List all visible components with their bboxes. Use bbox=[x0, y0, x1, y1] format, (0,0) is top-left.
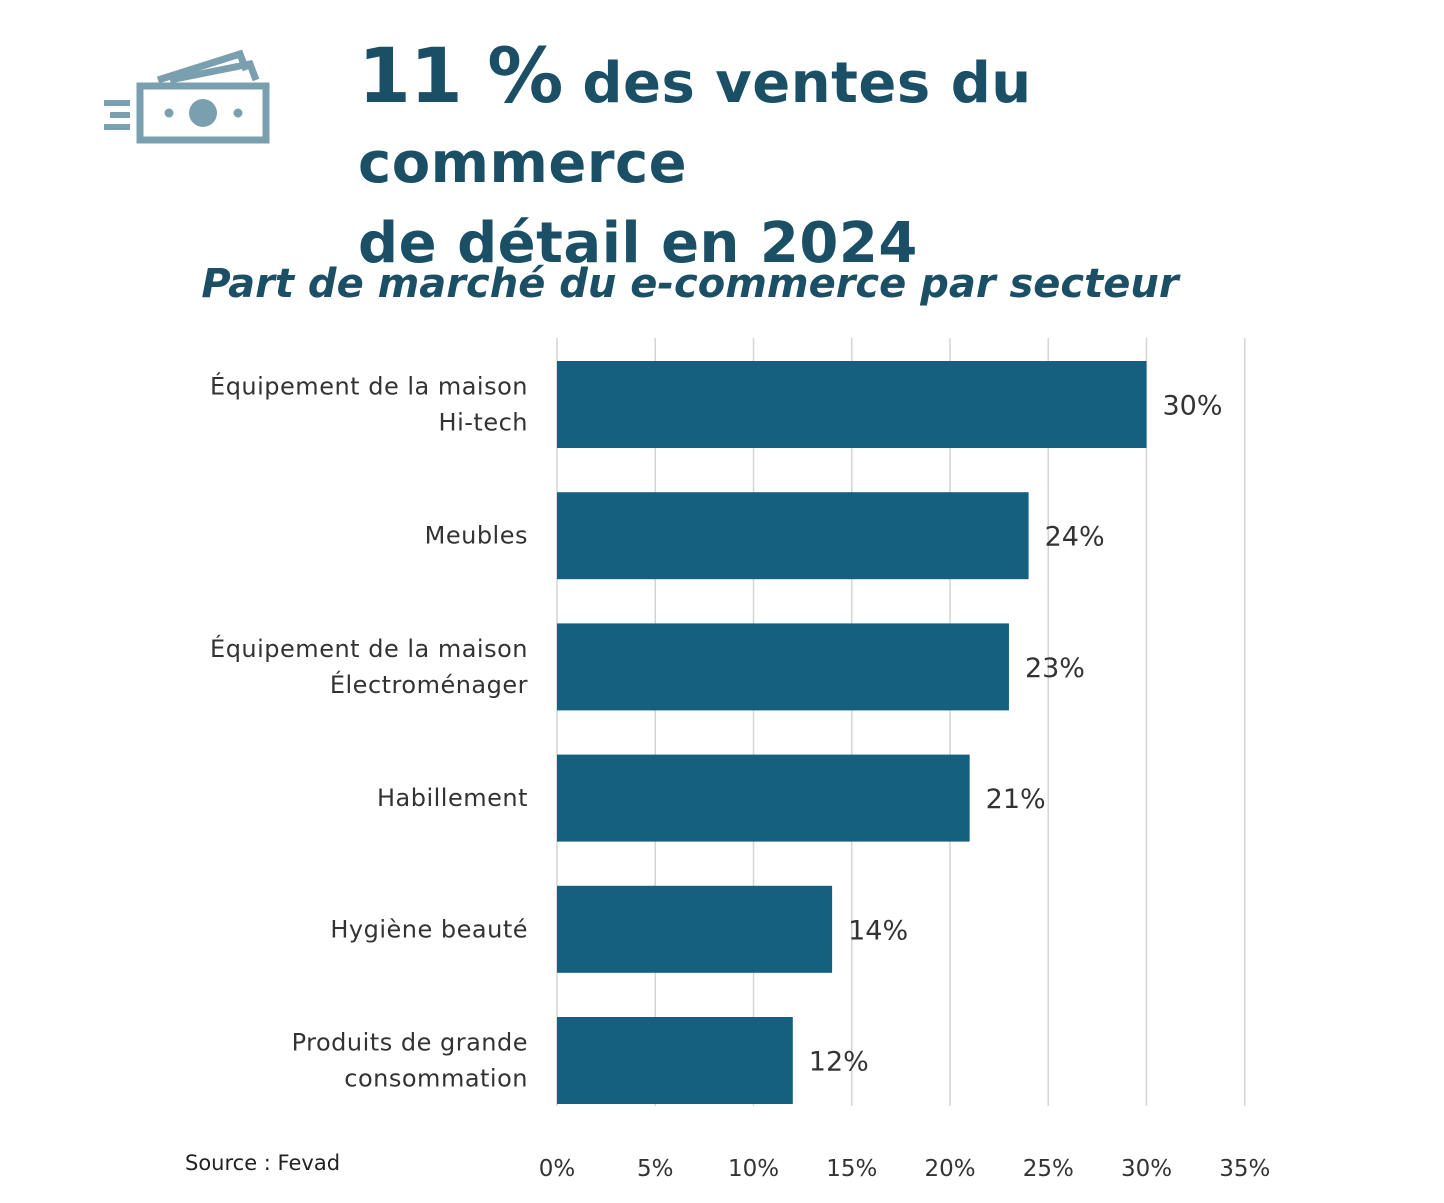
data-label: 24% bbox=[1045, 522, 1105, 553]
x-tick-label: 0% bbox=[539, 1156, 576, 1182]
data-label: 14% bbox=[848, 915, 908, 946]
category-label: consommation bbox=[344, 1065, 528, 1093]
x-tick-label: 25% bbox=[1023, 1156, 1074, 1182]
category-label: Produits de grande bbox=[292, 1029, 528, 1057]
category-label: Électroménager bbox=[330, 670, 528, 699]
x-tick-label: 30% bbox=[1121, 1156, 1172, 1182]
bar bbox=[557, 1017, 793, 1104]
bar bbox=[557, 754, 970, 842]
x-tick-label: 20% bbox=[924, 1156, 975, 1182]
source-note: Source : Fevad bbox=[185, 1151, 341, 1175]
headline-percentage: 11 % bbox=[358, 31, 563, 120]
data-label: 30% bbox=[1163, 391, 1223, 422]
category-label: Équipement de la maison bbox=[210, 372, 528, 401]
category-label: Hygiène beauté bbox=[330, 915, 528, 943]
x-tick-label: 35% bbox=[1219, 1156, 1270, 1182]
x-tick-label: 5% bbox=[637, 1156, 674, 1182]
money-bills-icon bbox=[104, 49, 270, 144]
bar bbox=[557, 623, 1009, 711]
chart-title: Part de marché du e-commerce par secteur bbox=[201, 261, 1179, 307]
data-label: 12% bbox=[809, 1047, 869, 1078]
bar bbox=[557, 361, 1147, 448]
bar bbox=[557, 492, 1029, 580]
category-label: Meubles bbox=[425, 522, 528, 550]
data-label: 21% bbox=[986, 784, 1046, 815]
headline-text-line2: de détail en 2024 bbox=[358, 211, 918, 276]
category-label: Habillement bbox=[377, 784, 528, 812]
headline: 11 % des ventes du commerce de détail en… bbox=[358, 36, 1358, 284]
x-tick-label: 10% bbox=[728, 1156, 779, 1182]
x-tick-label: 15% bbox=[826, 1156, 877, 1182]
category-label: Équipement de la maison bbox=[210, 634, 528, 663]
headline-text-line1: des ventes du commerce bbox=[358, 51, 1032, 196]
category-label: Hi-tech bbox=[439, 409, 528, 437]
bar bbox=[557, 885, 833, 973]
data-label: 23% bbox=[1025, 653, 1085, 684]
